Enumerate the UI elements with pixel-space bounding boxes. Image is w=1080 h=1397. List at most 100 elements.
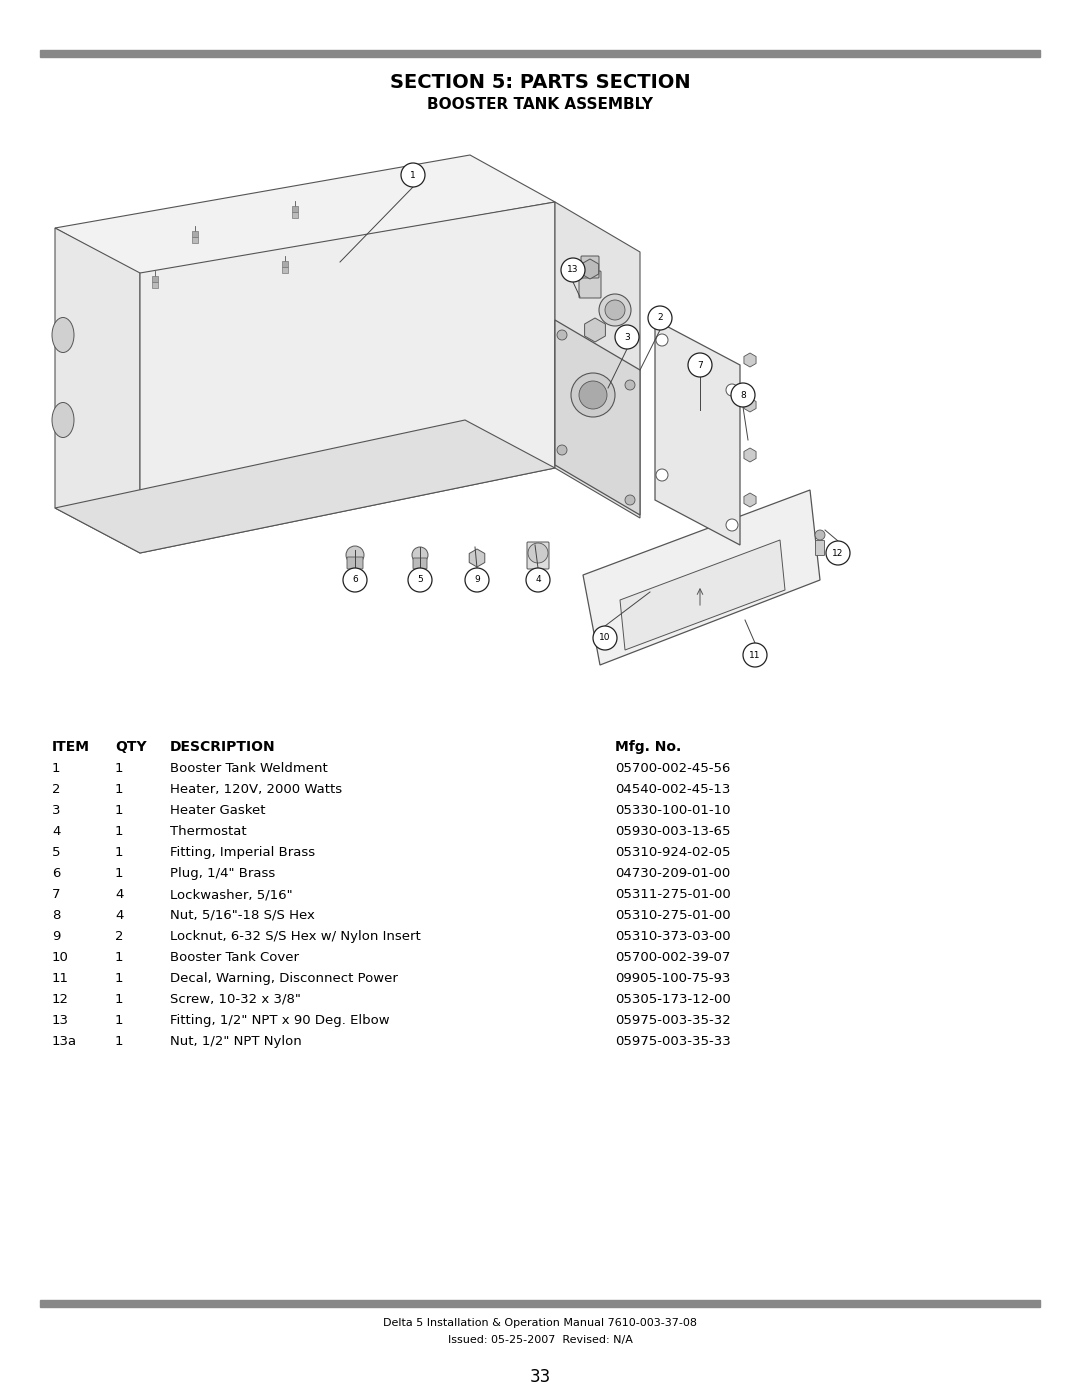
Circle shape [401, 163, 426, 187]
Text: 11: 11 [52, 972, 69, 985]
Text: 05310-373-03-00: 05310-373-03-00 [615, 930, 731, 943]
Text: 05700-002-39-07: 05700-002-39-07 [615, 951, 730, 964]
Text: 7: 7 [697, 360, 703, 369]
Text: 05310-275-01-00: 05310-275-01-00 [615, 909, 731, 922]
Text: 05330-100-01-10: 05330-100-01-10 [615, 805, 730, 817]
Circle shape [625, 380, 635, 390]
Text: 5: 5 [417, 576, 423, 584]
Text: 1: 1 [114, 782, 123, 796]
Ellipse shape [52, 317, 75, 352]
Text: 05305-173-12-00: 05305-173-12-00 [615, 993, 731, 1006]
Text: DESCRIPTION: DESCRIPTION [170, 740, 275, 754]
Polygon shape [654, 320, 740, 545]
Text: 1: 1 [114, 993, 123, 1006]
Text: Booster Tank Cover: Booster Tank Cover [170, 951, 299, 964]
Text: 04730-209-01-00: 04730-209-01-00 [615, 868, 730, 880]
FancyBboxPatch shape [581, 256, 599, 278]
Text: 09905-100-75-93: 09905-100-75-93 [615, 972, 730, 985]
Circle shape [599, 293, 631, 326]
Circle shape [343, 569, 367, 592]
Text: 5: 5 [52, 847, 60, 859]
Text: Heater, 120V, 2000 Watts: Heater, 120V, 2000 Watts [170, 782, 342, 796]
Text: 2: 2 [658, 313, 663, 323]
Text: Nut, 5/16"-18 S/S Hex: Nut, 5/16"-18 S/S Hex [170, 909, 315, 922]
Text: ITEM: ITEM [52, 740, 90, 754]
Text: 10: 10 [52, 951, 69, 964]
Text: 1: 1 [410, 170, 416, 179]
Text: 1: 1 [114, 805, 123, 817]
Text: 1: 1 [114, 972, 123, 985]
Polygon shape [555, 203, 640, 518]
Polygon shape [140, 203, 555, 553]
Text: 04540-002-45-13: 04540-002-45-13 [615, 782, 730, 796]
Text: 12: 12 [52, 993, 69, 1006]
Text: Mfg. No.: Mfg. No. [615, 740, 681, 754]
Text: 13: 13 [52, 1014, 69, 1027]
Polygon shape [55, 420, 555, 553]
Circle shape [571, 373, 615, 416]
Text: 7: 7 [52, 888, 60, 901]
Text: 4: 4 [114, 888, 123, 901]
Circle shape [465, 569, 489, 592]
Polygon shape [555, 320, 640, 515]
Text: 1: 1 [114, 868, 123, 880]
Text: 4: 4 [114, 909, 123, 922]
Text: Thermostat: Thermostat [170, 826, 246, 838]
Text: 12: 12 [833, 549, 843, 557]
Text: 1: 1 [114, 1035, 123, 1048]
Text: 4: 4 [536, 576, 541, 584]
Circle shape [605, 300, 625, 320]
Circle shape [826, 541, 850, 564]
Text: 1: 1 [114, 826, 123, 838]
Circle shape [625, 495, 635, 504]
Text: Fitting, Imperial Brass: Fitting, Imperial Brass [170, 847, 315, 859]
Text: Nut, 1/2" NPT Nylon: Nut, 1/2" NPT Nylon [170, 1035, 301, 1048]
Circle shape [815, 529, 825, 541]
Text: 8: 8 [52, 909, 60, 922]
Text: 9: 9 [474, 576, 480, 584]
Text: 13a: 13a [52, 1035, 77, 1048]
Circle shape [615, 326, 639, 349]
Text: 05930-003-13-65: 05930-003-13-65 [615, 826, 730, 838]
Circle shape [726, 384, 738, 395]
Text: Lockwasher, 5/16": Lockwasher, 5/16" [170, 888, 293, 901]
Text: 05310-924-02-05: 05310-924-02-05 [615, 847, 730, 859]
Circle shape [411, 548, 428, 563]
Text: 1: 1 [114, 1014, 123, 1027]
Text: 05975-003-35-32: 05975-003-35-32 [615, 1014, 731, 1027]
Circle shape [726, 520, 738, 531]
Polygon shape [620, 541, 785, 650]
Text: Plug, 1/4" Brass: Plug, 1/4" Brass [170, 868, 275, 880]
Circle shape [593, 626, 617, 650]
Text: 13: 13 [567, 265, 579, 274]
Text: 05311-275-01-00: 05311-275-01-00 [615, 888, 731, 901]
Circle shape [526, 569, 550, 592]
Text: 9: 9 [52, 930, 60, 943]
Circle shape [731, 383, 755, 407]
Circle shape [408, 569, 432, 592]
FancyBboxPatch shape [347, 557, 363, 569]
Circle shape [656, 469, 669, 481]
Polygon shape [583, 490, 820, 665]
Circle shape [579, 381, 607, 409]
Text: 33: 33 [529, 1368, 551, 1386]
Text: Screw, 10-32 x 3/8": Screw, 10-32 x 3/8" [170, 993, 301, 1006]
Text: QTY: QTY [114, 740, 147, 754]
Text: Decal, Warning, Disconnect Power: Decal, Warning, Disconnect Power [170, 972, 397, 985]
Ellipse shape [52, 402, 75, 437]
Circle shape [557, 330, 567, 339]
Circle shape [561, 258, 585, 282]
Text: 8: 8 [740, 391, 746, 400]
Circle shape [528, 543, 548, 563]
Text: BOOSTER TANK ASSEMBLY: BOOSTER TANK ASSEMBLY [427, 96, 653, 112]
Text: Booster Tank Weldment: Booster Tank Weldment [170, 761, 327, 775]
Text: Locknut, 6-32 S/S Hex w/ Nylon Insert: Locknut, 6-32 S/S Hex w/ Nylon Insert [170, 930, 421, 943]
Text: Fitting, 1/2" NPT x 90 Deg. Elbow: Fitting, 1/2" NPT x 90 Deg. Elbow [170, 1014, 390, 1027]
Circle shape [557, 446, 567, 455]
Text: Heater Gasket: Heater Gasket [170, 805, 266, 817]
Text: 3: 3 [624, 332, 630, 341]
Circle shape [743, 643, 767, 666]
FancyBboxPatch shape [579, 271, 600, 298]
Circle shape [688, 353, 712, 377]
Circle shape [656, 334, 669, 346]
